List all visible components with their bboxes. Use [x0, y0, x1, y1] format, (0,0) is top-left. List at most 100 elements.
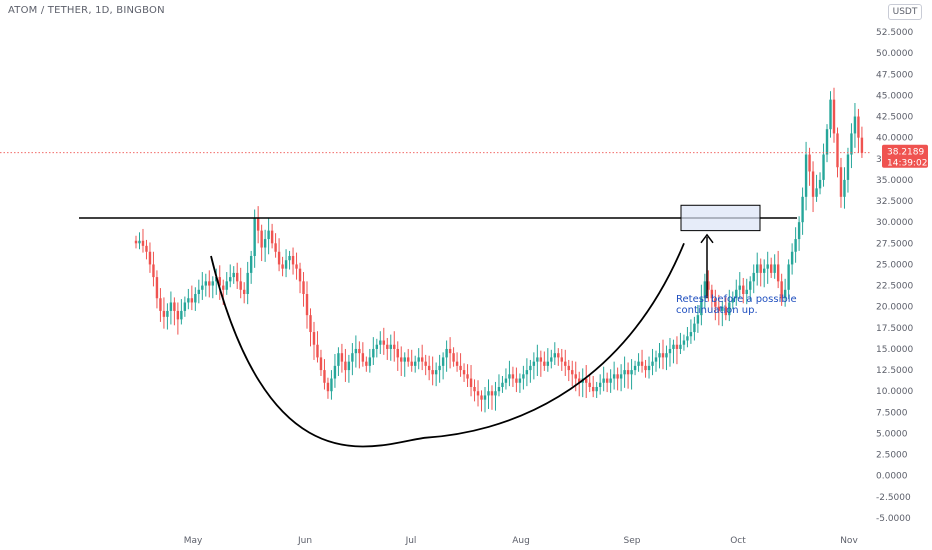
candle: [229, 264, 232, 288]
candle: [780, 273, 783, 306]
y-tick-label: 42.5000: [876, 113, 913, 123]
annotation-line-1: Retest before a possible: [676, 294, 797, 305]
y-tick-label: 15.0000: [876, 345, 913, 355]
candle: [557, 348, 560, 366]
candle: [487, 379, 490, 409]
candle: [427, 355, 431, 381]
candle: [623, 356, 626, 388]
candle: [379, 331, 382, 355]
candle: [759, 258, 762, 287]
candle: [619, 364, 623, 392]
candle: [529, 359, 532, 383]
candle: [197, 279, 201, 304]
candle: [679, 332, 682, 355]
candle: [595, 381, 598, 398]
y-tick-label: 0.0000: [876, 472, 908, 482]
candle: [647, 356, 651, 379]
candle: [616, 367, 619, 391]
candle: [769, 257, 773, 278]
x-tick-label: Aug: [512, 536, 530, 546]
candle: [658, 343, 661, 369]
y-tick-label: 5.0000: [876, 429, 908, 439]
candle: [731, 291, 734, 310]
candle: [155, 270, 159, 309]
candle: [246, 261, 249, 305]
candle: [763, 259, 766, 288]
candle: [511, 366, 515, 387]
candle: [201, 272, 204, 300]
candle: [494, 381, 497, 411]
candle: [783, 278, 787, 307]
candle: [804, 141, 808, 211]
candle: [602, 366, 605, 392]
candle: [169, 291, 173, 325]
price-label-value: 38.2189: [887, 148, 924, 158]
x-tick-label: Jul: [405, 536, 417, 546]
candle: [162, 297, 166, 329]
candle: [724, 297, 728, 321]
y-tick-label: 12.5000: [876, 366, 913, 376]
candle: [508, 360, 511, 387]
candle: [745, 278, 748, 305]
candle: [183, 296, 187, 317]
candle: [190, 285, 194, 311]
candle: [326, 377, 330, 399]
chart-title: ATOM / TETHER, 1D, BINGBON: [8, 5, 165, 16]
candle: [532, 352, 536, 380]
candle: [253, 209, 256, 268]
candle: [749, 276, 752, 301]
candle: [773, 254, 776, 279]
candle: [567, 359, 570, 382]
y-tick-label: 25.0000: [876, 260, 913, 270]
candle: [612, 361, 616, 390]
y-tick-label: -5.0000: [876, 514, 911, 524]
candle: [354, 335, 358, 368]
candle: [249, 250, 253, 284]
candle: [407, 348, 410, 367]
x-tick-label: May: [184, 536, 203, 546]
candle: [211, 276, 214, 299]
candle: [585, 365, 588, 398]
x-axis: May Jun Jul Aug Sep Oct Nov: [184, 536, 859, 546]
candle: [281, 256, 284, 277]
candle: [682, 334, 686, 351]
candle: [605, 372, 609, 393]
candle: [389, 334, 392, 361]
candle: [818, 172, 822, 195]
candle: [448, 337, 452, 369]
candle: [501, 376, 504, 393]
y-tick-label: 50.0000: [876, 49, 913, 59]
candle: [860, 126, 864, 158]
candle: [473, 379, 476, 402]
price-label-box: [882, 144, 928, 168]
y-tick-label: 45.0000: [876, 91, 913, 101]
candle: [721, 300, 724, 327]
candle: [403, 352, 406, 377]
candle: [375, 338, 379, 358]
candle: [225, 272, 228, 295]
candle: [591, 376, 595, 398]
candle: [853, 102, 857, 148]
candle: [564, 349, 567, 377]
candle: [832, 87, 836, 143]
price-label: 38.2189 14:39:02: [882, 144, 928, 169]
candle: [208, 270, 211, 298]
candle: [550, 349, 553, 369]
x-tick-label: Oct: [730, 536, 746, 546]
candle: [232, 266, 235, 284]
candle: [717, 294, 721, 326]
currency-selector[interactable]: USDT: [888, 4, 922, 20]
candle: [365, 356, 368, 372]
x-tick-label: Nov: [840, 536, 858, 546]
candle: [476, 380, 480, 407]
candle: [560, 348, 563, 371]
candle: [410, 349, 413, 372]
price-label-countdown: 14:39:02: [887, 159, 927, 169]
candle: [696, 305, 700, 333]
candle: [843, 167, 846, 209]
candle: [274, 233, 277, 258]
candle: [825, 124, 829, 163]
candle: [267, 217, 270, 255]
candle: [490, 385, 494, 410]
